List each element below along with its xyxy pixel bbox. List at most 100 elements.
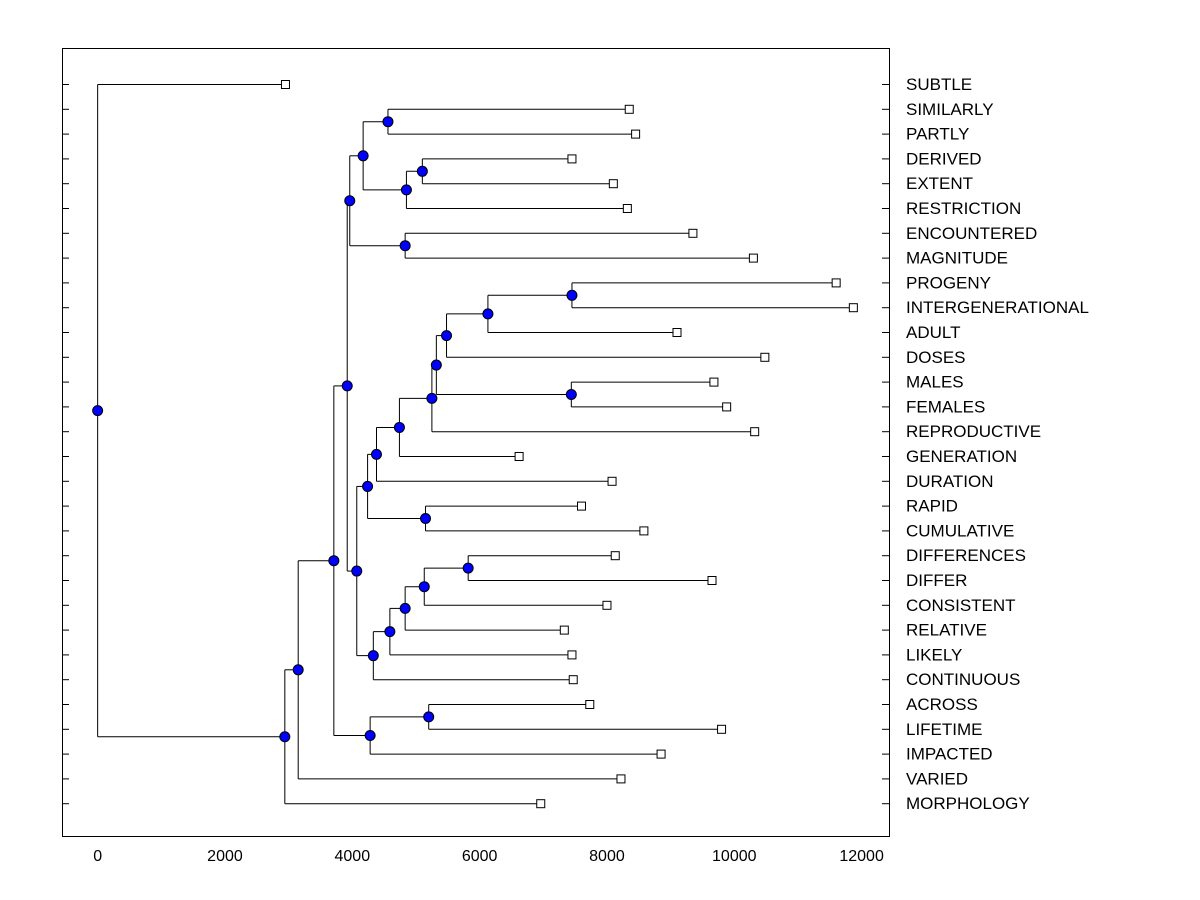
leaf-marker-males <box>709 377 719 387</box>
x-axis-tick-labels: 0 2000 4000 6000 8000 10000 12000 <box>93 848 884 865</box>
merge-node-n27 <box>292 664 304 676</box>
merge-node-root <box>92 405 104 417</box>
leaf-label-cumulative: CUMULATIVE <box>906 521 1014 540</box>
leaf-label-morphology: MORPHOLOGY <box>906 794 1030 813</box>
merge-node-n17 <box>462 562 474 574</box>
merge-node-n7 <box>566 289 578 301</box>
leaf-marker-females <box>722 402 732 412</box>
x-tick-label: 2000 <box>207 848 243 865</box>
merge-node-n2 <box>416 165 428 177</box>
merge-node-n18 <box>418 581 430 593</box>
merge-node-n16 <box>362 480 374 492</box>
leaf-marker-progeny <box>831 278 841 288</box>
leaf-marker-magnitude <box>748 253 758 263</box>
leaf-marker-subtle <box>280 80 290 89</box>
leaf-label-doses: DOSES <box>906 348 966 367</box>
merge-node-n10 <box>565 389 577 400</box>
merge-node-n23 <box>341 380 353 392</box>
leaf-label-generation: GENERATION <box>906 447 1017 466</box>
x-tick-label: 12000 <box>839 848 884 865</box>
leaf-label-relative: RELATIVE <box>906 621 987 640</box>
merge-node-n15 <box>420 513 432 524</box>
leaf-marker-across <box>585 700 595 709</box>
leaf-markers <box>280 80 858 809</box>
merge-node-n21 <box>367 650 379 662</box>
merge-node-n11 <box>430 359 442 371</box>
leaf-marker-relative <box>559 625 569 635</box>
leaf-label-consistent: CONSISTENT <box>906 596 1016 615</box>
x-tick-label: 0 <box>93 848 102 865</box>
leaf-marker-intergenerational <box>848 303 858 313</box>
leaf-label-likely: LIKELY <box>906 645 962 664</box>
leaf-label-subtle: SUBTLE <box>906 75 972 94</box>
leaf-marker-varied <box>616 774 626 784</box>
leaf-marker-likely <box>567 650 577 660</box>
dendrogram-edges <box>97 84 854 805</box>
leaf-marker-partly <box>631 129 641 139</box>
leaf-label-continuous: CONTINUOUS <box>906 670 1020 689</box>
leaf-marker-lifetime <box>717 724 727 734</box>
x-tick-label: 6000 <box>462 848 498 865</box>
leaf-marker-consistent <box>602 600 612 610</box>
merge-node-n8 <box>482 308 494 320</box>
leaf-marker-encountered <box>688 228 698 238</box>
leaf-label-lifetime: LIFETIME <box>906 720 983 739</box>
merge-node-n14 <box>371 448 383 460</box>
tick-marks <box>62 84 889 805</box>
leaf-marker-generation <box>514 452 524 461</box>
merge-node-n4 <box>357 150 369 162</box>
merge-node-n6 <box>344 195 356 207</box>
merge-node-n19 <box>399 602 411 614</box>
leaf-label-derived: DERIVED <box>906 149 982 168</box>
leaf-label-partly: PARTLY <box>906 125 969 144</box>
leaf-label-progeny: PROGENY <box>906 273 991 292</box>
leaf-label-differ: DIFFER <box>906 571 967 590</box>
leaf-marker-differ <box>707 576 717 585</box>
leaf-label-magnitude: MAGNITUDE <box>906 249 1008 268</box>
merge-node-n1 <box>382 116 394 128</box>
leaf-label-restriction: RESTRICTION <box>906 199 1021 218</box>
leaf-label-adult: ADULT <box>906 323 960 342</box>
merge-node-n3 <box>400 184 412 196</box>
leaf-marker-restriction <box>622 204 632 213</box>
leaf-marker-doses <box>760 352 770 362</box>
leaf-label-duration: DURATION <box>906 472 994 491</box>
leaf-label-rapid: RAPID <box>906 497 958 516</box>
leaf-label-across: ACROSS <box>906 695 978 714</box>
merge-node-n22 <box>351 565 363 577</box>
leaf-marker-continuous <box>568 675 578 685</box>
leaf-marker-reproductive <box>750 427 760 437</box>
leaf-marker-differences <box>610 551 620 561</box>
merge-node-n26 <box>328 555 340 567</box>
leaf-labels: SUBTLE SIMILARLY PARTLY DERIVED EXTENT RESTRI… <box>906 75 1089 813</box>
leaf-label-males: MALES <box>906 373 964 392</box>
leaf-marker-derived <box>567 154 577 164</box>
merge-node-n13 <box>393 421 405 433</box>
merge-node-n9 <box>441 330 453 342</box>
leaf-label-encountered: ENCOUNTERED <box>906 224 1037 243</box>
leaf-label-intergenerational: INTERGENERATIONAL <box>906 298 1089 317</box>
merge-node-n12 <box>426 392 438 404</box>
leaf-label-extent: EXTENT <box>906 174 973 193</box>
x-tick-label: 8000 <box>589 848 625 865</box>
leaf-marker-impacted <box>656 749 666 759</box>
leaf-marker-duration <box>607 476 617 486</box>
leaf-label-differences: DIFFERENCES <box>906 546 1026 565</box>
x-tick-label: 10000 <box>712 848 757 865</box>
leaf-label-females: FEMALES <box>906 397 985 416</box>
merge-node-n24 <box>423 711 435 723</box>
leaf-label-varied: VARIED <box>906 769 968 788</box>
merge-node-n28 <box>279 731 291 743</box>
leaf-marker-cumulative <box>639 526 649 536</box>
leaf-marker-extent <box>608 179 618 189</box>
merge-node-n25 <box>364 730 376 741</box>
merge-nodes <box>92 116 578 743</box>
merge-node-n20 <box>384 626 396 638</box>
leaf-label-similarly: SIMILARLY <box>906 100 994 119</box>
plot-frame <box>62 48 890 837</box>
leaf-marker-morphology <box>536 799 546 809</box>
x-tick-label: 4000 <box>335 848 371 865</box>
leaf-label-impacted: IMPACTED <box>906 745 993 764</box>
leaf-label-reproductive: REPRODUCTIVE <box>906 422 1041 441</box>
